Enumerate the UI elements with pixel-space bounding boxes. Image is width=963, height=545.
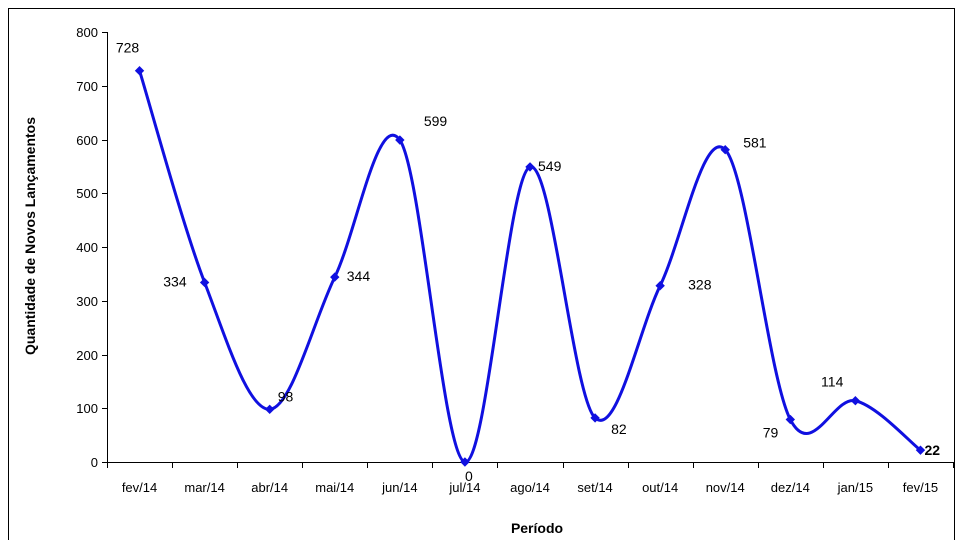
data-label: 0 (465, 468, 473, 484)
y-tick-label: 200 (76, 348, 98, 363)
data-point-marker (720, 145, 730, 155)
x-tick-label: mai/14 (315, 480, 354, 495)
y-axis: 0 100 200 300 400 500 600 700 800 (76, 25, 108, 470)
x-tick-label: fev/14 (122, 480, 157, 495)
series-line-group (134, 65, 926, 467)
data-point-marker (525, 162, 535, 172)
x-tick-label: out/14 (642, 480, 678, 495)
data-label: 599 (424, 113, 448, 129)
x-tick-label: dez/14 (771, 480, 810, 495)
data-point-marker (850, 396, 861, 406)
x-tick-label: ago/14 (510, 480, 550, 495)
data-label: 344 (347, 268, 371, 284)
data-point-marker (655, 280, 665, 291)
data-labels: 728 334 98 344 599 0 549 82 328 581 79 114 22 (116, 40, 940, 484)
data-point-marker (785, 414, 796, 425)
data-label: 114 (821, 374, 844, 390)
data-point-marker (264, 404, 275, 415)
x-tick-label: set/14 (577, 480, 612, 495)
y-tick-label: 600 (76, 133, 98, 148)
data-label: 82 (611, 421, 627, 437)
y-axis-title: Quantidade de Novos Lançamentos (22, 117, 38, 355)
x-tick-label: nov/14 (706, 480, 745, 495)
data-label: 334 (163, 273, 187, 289)
data-label: 22 (924, 442, 940, 458)
data-point-marker (395, 135, 405, 145)
x-tick-label: jan/15 (837, 480, 873, 495)
x-tick-label: mar/14 (184, 480, 224, 495)
x-axis: fev/14 mar/14 abr/14 mai/14 jun/14 jul/14 ago/… (107, 462, 954, 495)
y-tick-label: 400 (76, 240, 98, 255)
x-tick-label: fev/15 (903, 480, 938, 495)
data-label: 728 (116, 40, 140, 56)
data-label: 79 (763, 425, 779, 441)
data-label: 549 (538, 158, 562, 174)
data-point-marker (199, 277, 210, 288)
data-point-marker (330, 272, 340, 282)
x-tick-label: jun/14 (381, 480, 417, 495)
data-label: 98 (278, 388, 294, 404)
x-tick-label: jul/14 (448, 480, 480, 495)
data-point-marker (590, 413, 600, 423)
data-point-marker (460, 457, 470, 467)
y-tick-label: 300 (76, 294, 98, 309)
x-axis-title: Período (511, 520, 563, 536)
y-tick-label: 700 (76, 79, 98, 94)
y-tick-label: 0 (91, 455, 98, 470)
data-point-marker (134, 65, 145, 76)
y-tick-label: 800 (76, 25, 98, 40)
data-label: 581 (743, 135, 767, 151)
data-point-marker (915, 445, 926, 455)
y-tick-label: 100 (76, 401, 98, 416)
x-tick-label: abr/14 (251, 480, 288, 495)
series-line (138, 69, 922, 464)
data-label: 328 (688, 277, 712, 293)
y-tick-label: 500 (76, 186, 98, 201)
